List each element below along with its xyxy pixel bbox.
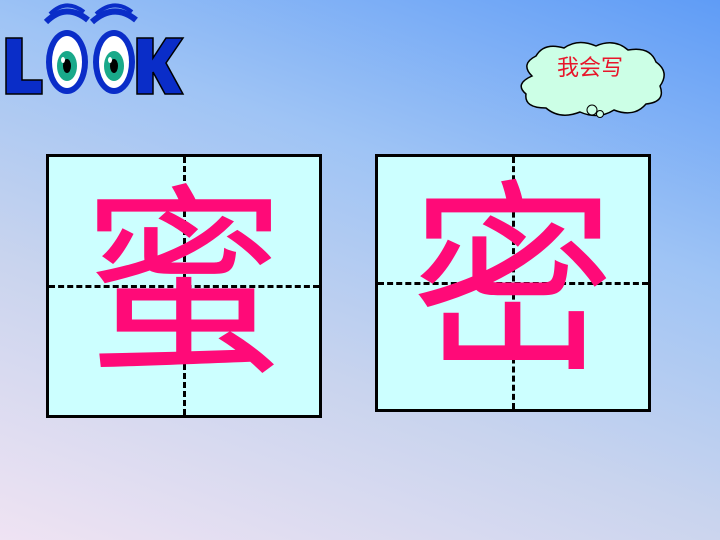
character-grid-2: 密 [375, 154, 651, 412]
character-mi-honey: 蜜 [81, 166, 287, 405]
logo-letter-l [5, 37, 43, 95]
look-logo [5, 3, 185, 95]
grid-vertical-guide [183, 157, 186, 415]
character-grid-1: 蜜 [46, 154, 322, 418]
thought-cloud [520, 41, 665, 118]
eye-icon [43, 3, 90, 94]
grid-vertical-guide [512, 157, 515, 409]
eye-icon [89, 3, 138, 94]
bubble-label: 我会写 [556, 56, 623, 81]
character-mi-secret: 密 [410, 163, 616, 402]
logo-letter-k [136, 37, 185, 95]
